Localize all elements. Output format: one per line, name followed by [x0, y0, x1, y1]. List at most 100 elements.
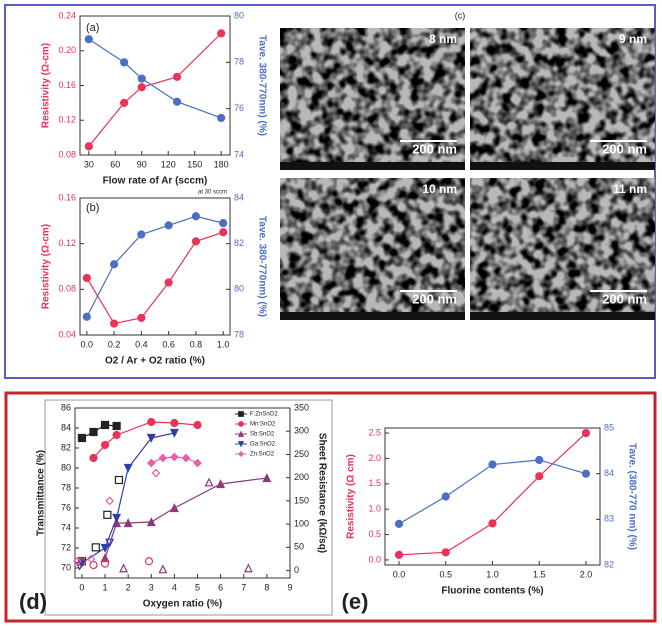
marker	[105, 496, 115, 506]
marker	[158, 564, 168, 574]
y-tick-label: 0.24	[58, 10, 76, 20]
marker	[123, 463, 133, 473]
x-tick-label: 8	[264, 582, 269, 592]
marker	[237, 441, 245, 448]
y-tick-label: 0.16	[58, 80, 76, 90]
y2-tick-label: 78	[234, 329, 244, 339]
y-tick-label: 0.04	[58, 329, 76, 339]
sem-thickness: 10 nm	[422, 182, 457, 196]
marker	[82, 273, 91, 283]
x-tick-label: 150	[187, 159, 202, 169]
marker	[193, 458, 202, 468]
marker	[100, 440, 110, 450]
sem-thickness: 9 nm	[619, 32, 647, 46]
marker	[114, 475, 124, 485]
y-axis-label: Resistivity (Ω-cm)	[41, 224, 52, 309]
marker	[146, 517, 156, 527]
x-tick-label: 90	[137, 159, 147, 169]
x-axis-label: Oxygen ratio (%)	[143, 599, 222, 610]
marker	[91, 543, 100, 552]
y2-tick-label: 83	[604, 514, 614, 524]
marker	[72, 556, 82, 566]
y2-tick-label: 50	[294, 542, 304, 552]
y-tick-label: 76	[61, 502, 71, 512]
y2-tick-label: 82	[604, 559, 614, 569]
marker	[169, 503, 179, 513]
legend-label: Zn:SnO2	[250, 452, 275, 458]
marker	[164, 221, 173, 230]
marker	[172, 72, 182, 81]
y2-tick-label: 0	[294, 565, 299, 575]
x-tick-label: 0.0	[81, 339, 94, 349]
marker	[147, 417, 156, 427]
marker	[100, 543, 110, 553]
y-tick-label: 82	[61, 442, 71, 452]
marker	[204, 477, 214, 487]
x-tick-label: 1.5	[533, 569, 546, 579]
marker	[84, 142, 93, 151]
y-tick-label: 78	[61, 482, 71, 492]
marker	[151, 468, 161, 478]
marker	[581, 428, 591, 438]
marker	[100, 553, 110, 563]
x-tick-label: 5	[195, 582, 200, 592]
y-tick-label: 84	[61, 422, 71, 432]
marker	[243, 563, 253, 573]
marker	[123, 518, 133, 528]
legend-label: Ga:SnO2	[250, 442, 276, 448]
series-line	[398, 432, 587, 556]
marker	[100, 420, 110, 430]
y2-axis-label: Tave. 380-770nm) (%)	[256, 35, 267, 136]
x-tick-label: 30	[84, 159, 94, 169]
x-tick-label: 2	[126, 582, 131, 592]
x-tick-label: 0.2	[108, 339, 121, 349]
sem-texture	[470, 178, 655, 320]
y2-tick-label: 80	[234, 10, 244, 20]
y-tick-label: 0.12	[58, 115, 76, 125]
y-axis-label: Transmittance (%)	[36, 450, 47, 536]
sem-scale: 200 nm	[602, 291, 647, 306]
marker	[146, 458, 156, 468]
y2-tick-label: 78	[234, 57, 244, 67]
series-line	[88, 32, 222, 147]
marker	[144, 557, 154, 566]
y-tick-label: 74	[61, 522, 71, 532]
marker	[238, 411, 244, 417]
marker	[120, 58, 129, 67]
annotation: at 30 sccm	[198, 190, 227, 196]
x-tick-label: 4	[172, 582, 177, 592]
sem-texture	[470, 28, 655, 170]
y2-tick-label: 84	[604, 468, 614, 478]
panel-label: (b)	[86, 202, 99, 214]
x-tick-label: 1.0	[486, 569, 499, 579]
marker	[164, 278, 173, 287]
marker	[237, 430, 245, 437]
marker	[89, 427, 98, 437]
marker	[193, 420, 202, 430]
y-tick-label: 70	[61, 562, 71, 572]
marker	[181, 453, 191, 463]
marker	[238, 421, 244, 427]
marker	[82, 312, 91, 321]
sem-thickness: 11 nm	[613, 182, 647, 196]
y-tick-label: 0.12	[58, 238, 76, 248]
marker	[394, 550, 404, 559]
marker	[488, 519, 497, 528]
sem-scale: 200 nm	[412, 291, 457, 306]
x-tick-label: 2.0	[580, 569, 593, 579]
y2-tick-label: 350	[294, 402, 309, 412]
y2-tick-label: 200	[294, 472, 309, 482]
marker	[77, 433, 87, 443]
marker	[86, 554, 96, 564]
y-tick-label: 0.20	[58, 45, 76, 55]
marker	[172, 97, 182, 106]
y-tick-label: 1.5	[368, 478, 381, 488]
x-tick-label: 9	[287, 582, 292, 592]
marker	[217, 113, 226, 123]
marker	[146, 433, 156, 443]
marker	[100, 559, 110, 568]
y-axis-label: Resistivity (Ω-cm)	[41, 43, 52, 128]
marker	[120, 98, 129, 107]
y2-tick-label: 150	[294, 495, 309, 505]
